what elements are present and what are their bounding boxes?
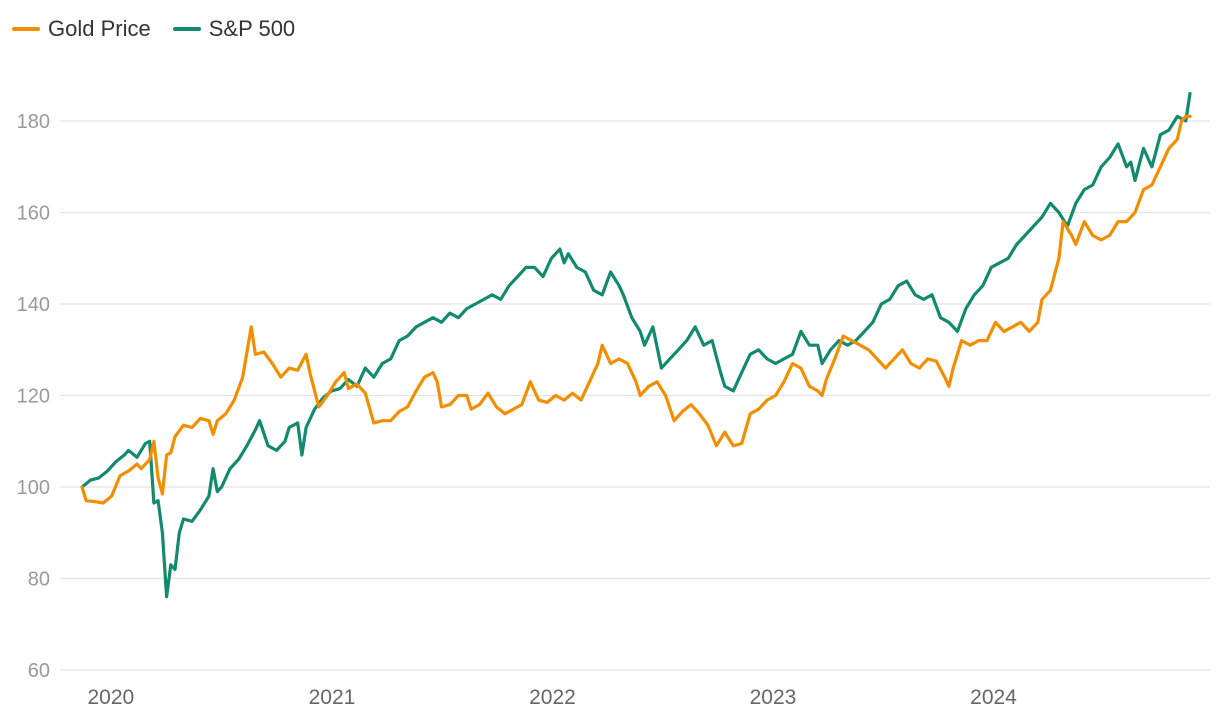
y-tick-label: 180 [17, 111, 50, 133]
legend: Gold Price S&P 500 [12, 16, 295, 42]
y-tick-label: 160 [17, 203, 50, 225]
x-axis-ticks: 2020 2021 2022 2023 2024 [87, 686, 1017, 709]
y-tick-label: 100 [17, 477, 50, 499]
series-line-s-p-500 [80, 91, 1192, 599]
y-tick-label: 120 [17, 386, 50, 408]
x-tick-label: 2021 [309, 686, 356, 709]
x-tick-label: 2024 [970, 686, 1017, 709]
y-tick-label: 60 [28, 660, 50, 682]
series-line-gold-price [80, 114, 1192, 505]
legend-item-gold[interactable]: Gold Price [12, 16, 151, 42]
series-lines [80, 91, 1192, 599]
x-tick-label: 2020 [87, 686, 134, 709]
gridlines [60, 120, 1210, 671]
y-tick-label: 140 [17, 294, 50, 316]
x-tick-label: 2022 [529, 686, 576, 709]
y-tick-label: 80 [28, 569, 50, 591]
legend-label-gold: Gold Price [48, 16, 151, 41]
x-tick-label: 2023 [750, 686, 797, 709]
y-axis-ticks: 60 80 100 120 140 160 180 [17, 111, 50, 682]
legend-swatch-gold [12, 27, 40, 31]
legend-item-sp500[interactable]: S&P 500 [172, 16, 296, 42]
legend-label-sp500: S&P 500 [208, 16, 296, 41]
legend-swatch-sp500 [172, 27, 201, 31]
